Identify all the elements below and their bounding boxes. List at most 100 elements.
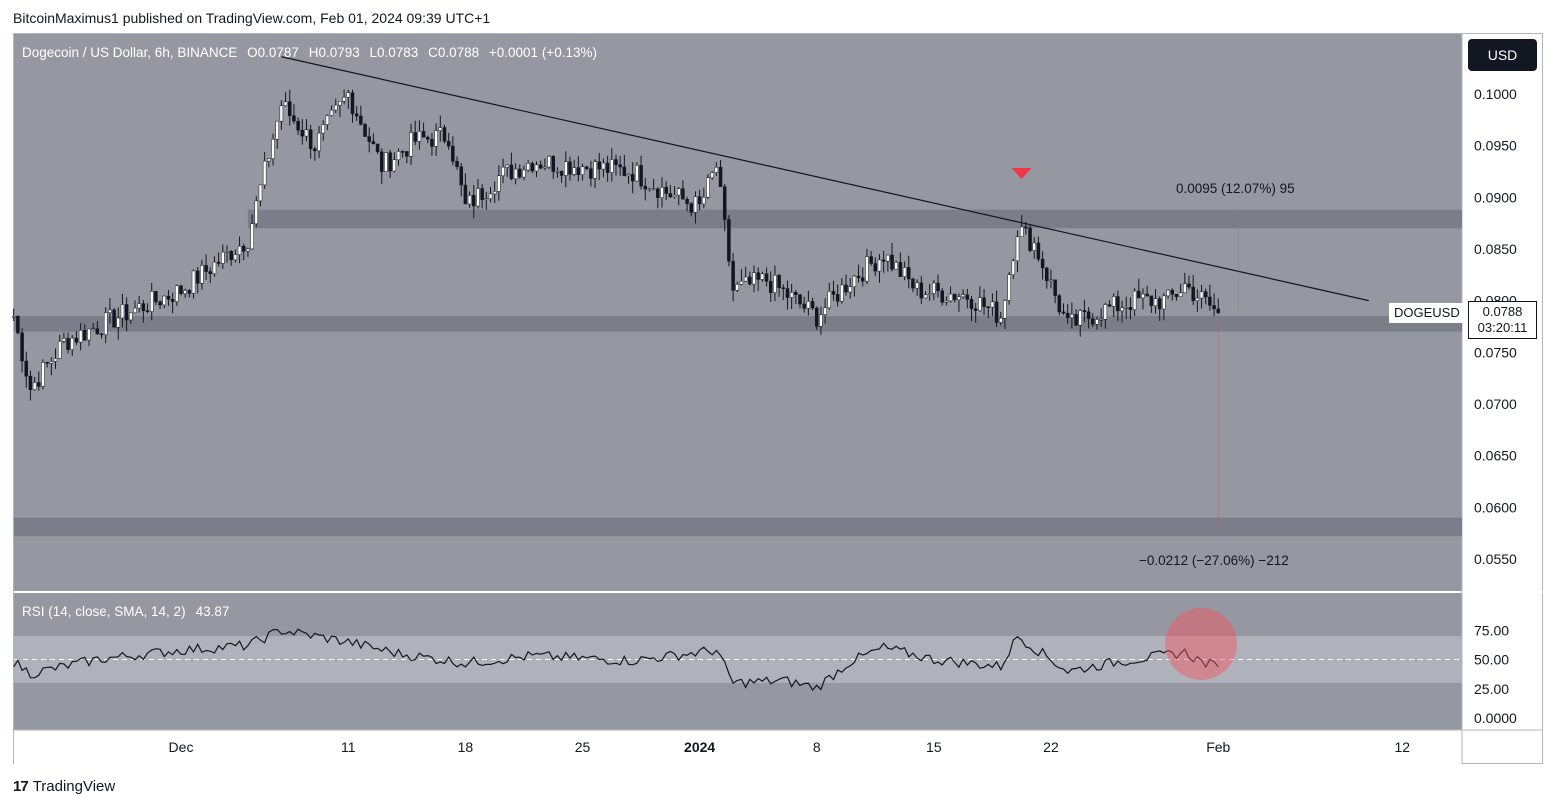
candle-body — [1132, 290, 1137, 310]
candle-body — [894, 261, 898, 270]
candle-body — [810, 301, 815, 309]
candle-body — [363, 124, 367, 137]
candle-body — [752, 272, 756, 285]
candle-body — [313, 148, 317, 152]
footer[interactable]: 17 TradingView — [13, 778, 115, 795]
candle-body — [371, 141, 376, 145]
candle-body — [484, 198, 489, 201]
candle-body — [258, 184, 263, 202]
candle-body — [1170, 289, 1175, 295]
candle-body — [308, 129, 313, 150]
time-tick-label: 18 — [458, 739, 474, 755]
candle-body — [798, 294, 802, 305]
candle-body — [1099, 319, 1103, 321]
candle-body — [1116, 296, 1120, 312]
price-tick-label: 0.0900 — [1474, 189, 1517, 205]
candle-body — [158, 301, 162, 306]
candle-body — [639, 165, 643, 187]
candle-body — [20, 332, 24, 362]
rsi-tick-label: 75.00 — [1474, 622, 1509, 638]
candle-body — [990, 301, 995, 308]
candle-body — [622, 166, 627, 177]
candle-body — [794, 292, 798, 295]
candle-body — [41, 362, 45, 387]
candle-body — [957, 296, 961, 301]
candle-body — [325, 115, 330, 125]
descending-trendline — [281, 56, 1369, 302]
candle-body — [225, 251, 229, 253]
candle-body — [768, 281, 773, 293]
candle-body — [919, 282, 924, 299]
candle-body — [162, 295, 167, 306]
candle-body — [304, 129, 309, 137]
candle-body — [1078, 310, 1082, 326]
candle-body — [777, 274, 781, 288]
rsi-value: 43.87 — [195, 604, 230, 619]
candle-body — [78, 330, 83, 343]
candle-body — [195, 270, 200, 284]
candle-body — [208, 271, 213, 274]
candle-body — [367, 136, 371, 142]
candle-body — [400, 151, 405, 153]
candle-body — [279, 105, 284, 122]
candle-body — [99, 333, 104, 336]
candle-body — [250, 223, 254, 250]
currency-button[interactable]: USD — [1468, 39, 1537, 71]
price-tick-label: 0.0600 — [1474, 499, 1517, 515]
candle-body — [233, 254, 238, 261]
candle-body — [840, 284, 844, 302]
legend-close-label: C — [428, 45, 438, 60]
candle-body — [1107, 304, 1112, 307]
candle-body — [1191, 286, 1195, 301]
support-zone — [14, 517, 1462, 537]
candle-body — [1040, 258, 1045, 269]
legend-low-label: L — [369, 45, 378, 60]
candle-body — [681, 188, 685, 200]
candle-body — [848, 286, 852, 293]
candle-body — [497, 175, 501, 192]
candle-body — [986, 306, 990, 309]
rsi-tick-label: 50.00 — [1474, 652, 1509, 668]
time-tick-label: 25 — [575, 739, 591, 755]
candle-body — [488, 193, 493, 200]
candle-body — [57, 341, 62, 359]
time-axis-pane — [14, 730, 1462, 764]
candle-body — [455, 160, 459, 167]
candle-body — [823, 307, 827, 315]
candle-body — [559, 171, 564, 176]
candle-body — [1091, 318, 1095, 325]
candle-body — [246, 248, 250, 252]
candle-body — [1187, 283, 1191, 288]
candle-body — [87, 328, 91, 341]
candle-body — [618, 164, 622, 168]
candle-body — [802, 303, 806, 309]
candle-body — [179, 285, 183, 294]
candle-body — [697, 196, 702, 205]
candle-body — [564, 161, 568, 176]
price-tick-label: 0.0550 — [1474, 551, 1517, 567]
candle-body — [501, 166, 505, 177]
candle-body — [1199, 291, 1204, 299]
candle-body — [915, 282, 919, 289]
candle-body — [689, 203, 694, 213]
candle-body — [1095, 319, 1099, 325]
candle-body — [1141, 293, 1145, 299]
candle-body — [664, 186, 668, 194]
up-measure-label: 0.0095 (12.07%) 95 — [1176, 181, 1295, 196]
legend-high: 0.0793 — [318, 45, 360, 60]
candle-body — [413, 132, 417, 142]
candle-body — [430, 138, 434, 147]
candle-body — [538, 164, 543, 169]
candle-body — [1183, 283, 1187, 293]
candle-body — [392, 159, 397, 172]
candle-body — [781, 287, 786, 289]
candle-body — [1036, 242, 1041, 260]
candle-body — [388, 152, 392, 172]
legend-close: 0.0788 — [437, 45, 480, 60]
candle-body — [551, 155, 555, 172]
candle-body — [961, 294, 965, 298]
candle-body — [1057, 295, 1062, 313]
candle-body — [275, 120, 279, 140]
candle-body — [442, 127, 447, 142]
